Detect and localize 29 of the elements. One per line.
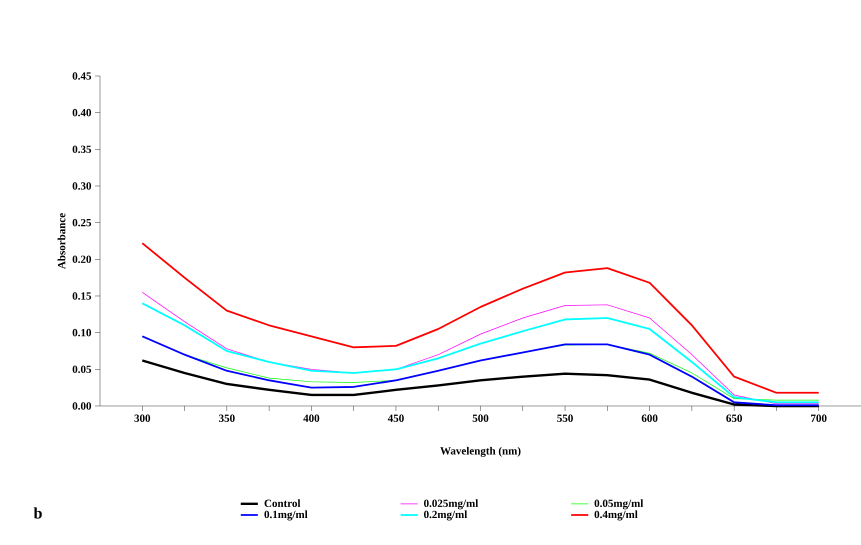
legend-label: 0.05mg/ml	[594, 499, 644, 510]
x-tick-label: 600	[642, 414, 658, 422]
y-tick-label: 0.10	[72, 328, 92, 336]
x-tick-label: 650	[726, 414, 742, 422]
legend-label: 0.2mg/ml	[424, 510, 468, 520]
x-tick-label: 700	[811, 414, 827, 422]
y-axis-title: Absorbance	[58, 213, 66, 269]
x-tick-label: 300	[134, 414, 150, 422]
y-tick-label: 0.40	[72, 108, 92, 116]
y-tick-label: 0.35	[72, 146, 92, 154]
y-tick-label: 0.05	[72, 366, 92, 374]
y-tick-label: 0.15	[72, 292, 92, 300]
legend-label: 0.4mg/ml	[594, 510, 638, 520]
x-tick-label: 450	[388, 414, 404, 422]
line-series	[141, 242, 820, 394]
x-axis-title: Wavelength (nm)	[440, 446, 520, 457]
y-tick-label: 0.45	[72, 72, 92, 80]
text: b	[34, 507, 42, 519]
x-tick-label: 350	[219, 414, 235, 422]
legend-label: 0.1mg/ml	[264, 510, 308, 520]
y-tick-label: 0.25	[72, 218, 92, 226]
legend-label: Control	[264, 499, 300, 508]
x-tick-label: 500	[472, 414, 488, 422]
y-tick-label: 0.00	[72, 402, 92, 410]
x-tick-label: 550	[557, 414, 573, 422]
legend-label: 0.025mg/ml	[424, 499, 478, 510]
y-tick-label: 0.20	[72, 256, 92, 264]
y-tick-label: 0.30	[72, 182, 92, 190]
x-tick-label: 400	[303, 414, 320, 422]
